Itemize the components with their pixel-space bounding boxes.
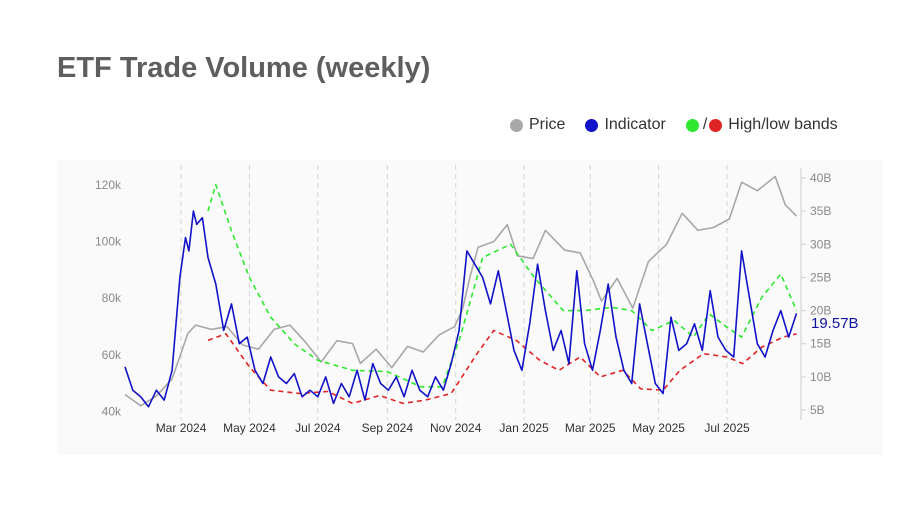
y-right-tick-label: 25B — [810, 270, 831, 284]
x-tick-label: Jul 2024 — [295, 421, 341, 435]
x-tick-label: Mar 2025 — [565, 421, 616, 435]
y-right-tick-label: 5B — [810, 403, 825, 417]
indicator-line — [124, 210, 798, 408]
y-right-tick-label: 20B — [810, 304, 831, 318]
legend-item-price[interactable]: Price — [510, 116, 565, 134]
chart-legend: Price Indicator / High/low bands — [510, 116, 858, 134]
legend-price-label: Price — [529, 116, 566, 133]
x-tick-label: Mar 2024 — [156, 421, 207, 435]
y-left-tick-label: 120k — [95, 178, 122, 192]
series-lines — [124, 175, 798, 408]
legend-slash: / — [702, 116, 708, 133]
y-left-tick-label: 80k — [102, 291, 122, 305]
legend-item-bands[interactable]: / High/low bands — [685, 116, 838, 134]
price-dot-icon — [510, 118, 523, 132]
indicator-dot-icon — [585, 118, 599, 132]
y-right-tick-label: 40B — [810, 171, 831, 185]
x-tick-label: May 2025 — [632, 421, 685, 435]
low-band-line — [207, 329, 797, 405]
y-left-tick-label: 60k — [102, 348, 122, 362]
x-axis: Mar 2024 May 2024 Jul 2024 Sep 2024 Nov 2024… — [156, 421, 750, 435]
y-left-tick-label: 40k — [102, 405, 122, 419]
legend-bands-label: High/low bands — [728, 116, 838, 133]
plot-background — [57, 160, 883, 455]
y-right-tick-label: 10B — [810, 370, 831, 384]
y-right-tick-label: 35B — [810, 204, 831, 218]
y-left-tick-label: 100k — [95, 235, 122, 249]
last-value-label: 19.57B — [811, 315, 859, 332]
legend-item-indicator[interactable]: Indicator — [585, 116, 666, 134]
y-axis-right: 5B 10B 15B 20B 25B 30B 35B 40B — [800, 168, 831, 420]
y-right-tick-label: 30B — [810, 237, 831, 251]
low-band-dot-icon — [709, 118, 723, 132]
x-tick-label: Nov 2024 — [430, 421, 482, 435]
high-band-dot-icon — [685, 118, 699, 132]
page-title: ETF Trade Volume (weekly) — [57, 52, 431, 84]
high-band-line — [207, 183, 798, 388]
x-tick-label: May 2024 — [223, 421, 276, 435]
legend-indicator-label: Indicator — [604, 116, 666, 133]
gridlines — [180, 165, 728, 420]
x-tick-label: Sep 2024 — [362, 421, 414, 435]
x-tick-label: Jan 2025 — [499, 421, 549, 435]
price-line — [124, 175, 798, 407]
x-tick-label: Jul 2025 — [704, 421, 750, 435]
y-axis-left: 40k 60k 80k 100k 120k — [95, 178, 122, 419]
y-right-tick-label: 15B — [810, 337, 831, 351]
